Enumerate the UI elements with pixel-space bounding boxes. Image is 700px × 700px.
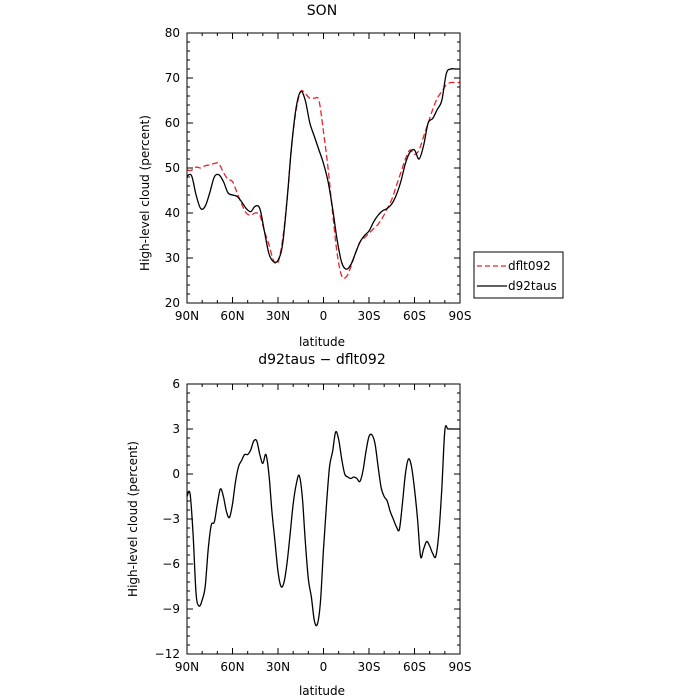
- chart-title: d92taus − dflt092: [258, 352, 385, 368]
- x-tick-label: 60N: [220, 309, 244, 323]
- x-tick-label: 60S: [403, 660, 426, 674]
- series-lines: [186, 68, 460, 280]
- y-axis-label: High-level cloud (percent): [126, 441, 140, 597]
- y-tick-label: 60: [165, 116, 180, 130]
- y-tick-label: 0: [172, 467, 180, 481]
- y-tick-label: 50: [165, 161, 180, 175]
- y-tick-label: −12: [155, 647, 180, 661]
- plot-frame: [186, 383, 461, 655]
- x-axis-label: latitude: [299, 684, 345, 698]
- plot-frame: [186, 32, 461, 304]
- x-tick-label: 30N: [266, 309, 290, 323]
- x-tick-label: 90N: [175, 660, 199, 674]
- x-tick-label: 30S: [358, 660, 381, 674]
- series-line-series-0: [186, 425, 460, 627]
- y-tick-label: 80: [165, 26, 180, 40]
- x-tick-label: 90N: [175, 309, 199, 323]
- tick-labels: 90N 60N 30N 0 30S 60S 90S 20 30 40 50 60 70 80: [165, 26, 472, 323]
- y-tick-label: 40: [165, 206, 180, 220]
- legend: dflt092 d92taus: [473, 251, 564, 299]
- legend-box: [473, 251, 564, 299]
- y-tick-label: −9: [162, 602, 180, 616]
- x-tick-label: 60N: [220, 660, 244, 674]
- x-tick-label: 0: [320, 309, 328, 323]
- x-tick-label: 90S: [449, 660, 472, 674]
- series-lines: [186, 425, 460, 627]
- x-tick-label: 0: [320, 660, 328, 674]
- series-line-d92taus: [186, 68, 460, 270]
- chart-son: SON latitude High-level cloud (percent) …: [138, 3, 471, 349]
- x-tick-label: 30S: [358, 309, 381, 323]
- y-tick-label: 6: [172, 377, 180, 391]
- y-tick-label: 3: [172, 422, 180, 436]
- x-tick-label: 30N: [266, 660, 290, 674]
- series-line-dflt092: [186, 81, 460, 280]
- legend-label-dflt092: dflt092: [508, 259, 551, 273]
- x-axis-label: latitude: [299, 335, 345, 349]
- x-tick-label: 90S: [449, 309, 472, 323]
- y-tick-label: −6: [162, 557, 180, 571]
- chart-title: SON: [307, 3, 337, 19]
- y-tick-label: −3: [162, 512, 180, 526]
- tick-labels: 90N 60N 30N 0 30S 60S 90S −12 −9 −6 −3 0 3 6: [155, 377, 472, 674]
- x-tick-label: 60S: [403, 309, 426, 323]
- y-tick-label: 30: [165, 251, 180, 265]
- y-tick-label: 20: [165, 296, 180, 310]
- y-tick-label: 70: [165, 71, 180, 85]
- y-axis-label: High-level cloud (percent): [138, 115, 152, 271]
- chart-difference: d92taus − dflt092 latitude High-level cl…: [126, 352, 471, 698]
- legend-label-d92taus: d92taus: [508, 279, 557, 293]
